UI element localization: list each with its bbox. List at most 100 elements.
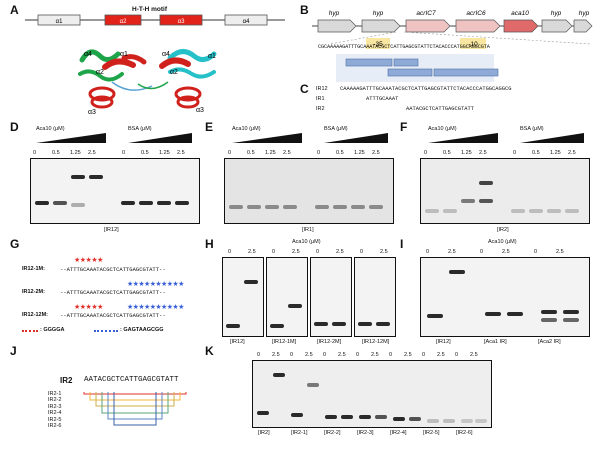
d-band-shift	[71, 175, 85, 179]
gel-e	[224, 158, 394, 224]
e-band-free	[229, 205, 243, 209]
g-legend-blue-line	[94, 330, 118, 332]
e-band-free	[369, 205, 383, 209]
h-band-free	[314, 322, 328, 326]
f-band-mid	[479, 199, 493, 203]
helix-a1-label: α1	[56, 19, 63, 25]
e-band-free	[247, 205, 261, 209]
k-gel-labels: [IR2] [IR2-1] [IR2-2] [IR2-3] [IR2-4] [IR2-5]…	[258, 430, 473, 436]
i-band-shift	[449, 270, 465, 274]
f-band-free	[511, 209, 525, 213]
d-band-free	[157, 201, 171, 205]
h-band-shift	[288, 304, 302, 308]
i-band-free	[507, 312, 523, 316]
g-legend-red-line	[22, 330, 38, 332]
gel-k	[252, 360, 492, 428]
e-bsa-wedge	[324, 133, 388, 143]
h-band-free	[332, 322, 346, 326]
ir-arrow-4	[433, 68, 499, 77]
helix-a1-box	[37, 14, 81, 26]
h-band-free	[226, 324, 240, 328]
gene-hyp-1	[317, 19, 357, 33]
structure-label-a2-left: α2	[96, 69, 104, 76]
d-aca10-wedge	[36, 133, 106, 143]
g-row3-name: IR12-12M:	[22, 312, 48, 318]
j-sub-label: IR2-1	[48, 391, 62, 397]
minus10-label: -10	[468, 41, 478, 48]
f-gel-label: [IR2]	[497, 227, 509, 233]
panel-label-k: K	[205, 344, 214, 358]
d-aca10-title: Aca10 (μM)	[36, 126, 65, 132]
gene-label-hyp-4: hyp	[579, 10, 590, 17]
ir-arrow-3	[387, 68, 433, 77]
e-band-free	[315, 205, 329, 209]
k-band-free	[341, 415, 353, 419]
k-lane-labels: 0 2.5 0 2.5 0 2.5 0 2.5 0 2.5 0 2.5 0 2.5	[257, 352, 478, 358]
structure-label-a1-left: α1	[120, 51, 128, 58]
gene-hyp-3	[541, 19, 573, 33]
panel-label-e: E	[205, 120, 214, 134]
structure-label-a4-left: α4	[84, 51, 92, 58]
g-legend-red: : GGGGA	[40, 327, 65, 333]
i-title: Aca10 (μM)	[488, 239, 517, 245]
g-legend-blue: : GAGTAAGCGG	[120, 327, 164, 333]
gene-hyp-2	[361, 19, 401, 33]
panel-label-b: B	[300, 3, 309, 17]
i-band-free	[563, 310, 579, 314]
helix-a4-label: α4	[243, 19, 250, 25]
gel-h-ir12-1m	[266, 257, 308, 337]
ir2-seq: AATACGCTCATTGAGCGTATT	[406, 106, 474, 112]
e-aca10-wedge	[232, 133, 302, 143]
g-row2-name: IR12-2M:	[22, 289, 45, 295]
g-blue-stars-3: ★★★★★★★★★★	[127, 304, 184, 311]
panel-label-c: C	[300, 82, 309, 96]
j-sub-labels: IR2-1 IR2-2 IR2-3 IR2-4 IR2-5 IR2-6	[48, 391, 61, 429]
i-lane-labels: 0 2.5 0 2.5 0 2.5	[426, 249, 564, 255]
panel-b-figure: hyp hyp acrIC7 acrIC6 aca10 hyp hyp -35 …	[312, 10, 593, 82]
i-band-free	[427, 314, 443, 318]
d-band-free	[71, 203, 85, 207]
g-row1-seq: --ATTTGCAAATACGCTCATTGAGCGTATT--	[60, 266, 166, 273]
k-band-free	[291, 413, 303, 417]
f-band-free	[443, 209, 457, 213]
i-band-lower	[563, 318, 579, 322]
i-band-free	[485, 312, 501, 316]
minus35-highlight	[366, 38, 390, 49]
g-blue-stars-2: ★★★★★★★★★★	[127, 281, 184, 288]
helix-a3-box	[159, 14, 203, 26]
j-sub-label: IR2-2	[48, 397, 62, 404]
minus10-highlight	[460, 38, 486, 49]
panel-label-i: I	[400, 237, 404, 251]
panel-a-figure: α1 α2 α3 α4 α4 α2 α1 α4 α2 α1 α3 α3	[25, 14, 285, 116]
g-red-stars-1: ★★★★★	[74, 257, 103, 264]
j-sub-label: IR2-5	[48, 416, 62, 423]
gene-label-acric6: acrIC6	[466, 10, 486, 17]
h-band-shift	[244, 280, 258, 284]
j-bracket	[95, 392, 175, 407]
structure-label-a2-right: α2	[170, 69, 178, 76]
e-band-free	[333, 205, 347, 209]
gel-h-ir12	[222, 257, 264, 337]
ir12-seq: CAAAAAGATTTGCAAATACGCTCATTGAGCGTATTCTACA…	[340, 86, 512, 92]
protein-structure-cartoon	[78, 49, 217, 109]
helix-a4-box	[224, 14, 268, 26]
d-band-free	[53, 201, 67, 205]
k-band-free	[257, 411, 269, 415]
j-bracket	[113, 392, 157, 426]
h-band-free	[376, 322, 390, 326]
d-lane-labels: 0 0.5 1.25 2.5 0 0.5 1.25 2.5	[33, 150, 185, 156]
h-lane-labels: 0 2.5 0 2.5 0 2.5 0 2.5	[228, 249, 388, 255]
helix-a2-label: α2	[120, 19, 127, 25]
structure-label-a1-right: α1	[208, 53, 216, 60]
f-aca10-wedge	[428, 133, 498, 143]
k-band-free	[325, 415, 337, 419]
e-band-free	[265, 205, 279, 209]
gel-h-ir12-2m	[310, 257, 352, 337]
panel-label-g: G	[10, 237, 20, 251]
h-band-free	[358, 322, 372, 326]
f-band-free	[529, 209, 543, 213]
gene-hyp-4	[573, 19, 593, 33]
f-aca10-title: Aca10 (μM)	[428, 126, 457, 132]
helix-a3-label: α3	[178, 19, 185, 25]
ir12-name: IR12	[316, 86, 328, 92]
